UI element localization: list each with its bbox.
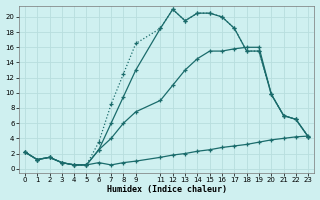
- X-axis label: Humidex (Indice chaleur): Humidex (Indice chaleur): [107, 185, 227, 194]
